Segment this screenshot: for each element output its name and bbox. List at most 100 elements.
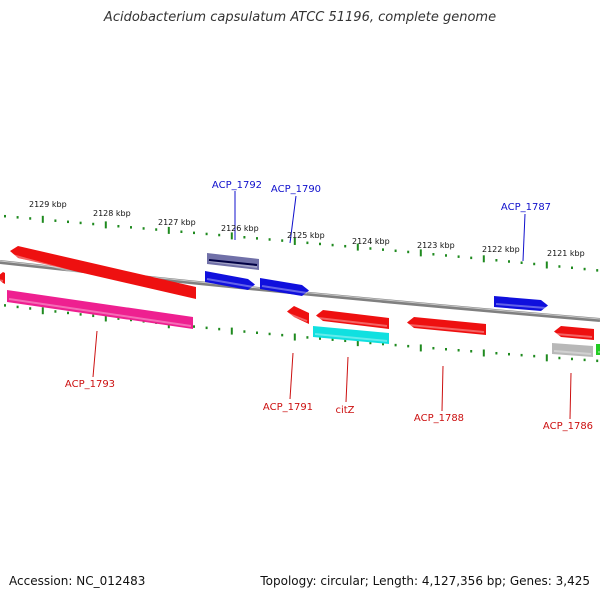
outer-tick — [243, 236, 246, 239]
outer-tick — [445, 254, 447, 257]
gene-feature-citz[interactable] — [313, 326, 389, 344]
gene-label-acp-1793[interactable]: ACP_1793 — [65, 379, 115, 390]
scale-label: 2121 kbp — [547, 249, 585, 258]
outer-tick — [4, 214, 6, 218]
inner-tick — [41, 307, 44, 315]
gene-feature-shade — [206, 278, 254, 288]
outer-tick — [344, 244, 347, 248]
gene-feature-acp-1790[interactable] — [260, 278, 309, 296]
gene-feature-shade — [8, 298, 192, 327]
inner-tick — [432, 346, 435, 350]
gene-features — [0, 246, 600, 357]
inner-tick — [470, 349, 473, 353]
inner-tick — [104, 314, 107, 322]
inner-tick — [495, 351, 498, 355]
inner-tick — [457, 348, 460, 352]
inner-tick — [256, 331, 258, 335]
inner-tick — [218, 327, 221, 331]
gene-feature-acp-1791[interactable] — [287, 306, 309, 324]
outer-tick — [54, 219, 57, 222]
inner-tick — [16, 305, 19, 309]
outer-tick — [104, 221, 107, 229]
genome-title: Acidobacterium capsulatum ATCC 51196, co… — [103, 10, 497, 25]
gene-label-acp-1786[interactable]: ACP_1786 — [543, 421, 593, 432]
outer-tick — [596, 269, 599, 272]
scale-label: 2127 kbp — [158, 218, 196, 227]
scale-label: 2124 kbp — [352, 237, 390, 246]
inner-tick — [230, 327, 233, 335]
inner-tick — [407, 344, 410, 348]
outer-tick — [79, 221, 82, 225]
outer-tick — [369, 247, 372, 250]
outer-tick — [205, 232, 208, 236]
gene-feature-rev-gene-c[interactable] — [554, 326, 594, 340]
gene-label-acp-1790[interactable]: ACP_1790 — [271, 184, 321, 195]
gene-feature-shade — [555, 333, 593, 338]
gene-label-acp-1792[interactable]: ACP_1792 — [212, 180, 262, 191]
gene-feature-acp-1793[interactable] — [7, 290, 193, 329]
outer-tick — [218, 233, 221, 237]
outer-tick — [571, 266, 573, 270]
gene-leader-line — [92, 330, 98, 378]
gene-feature-rev-gene-edge[interactable] — [0, 272, 5, 284]
accession-label: Accession: NC_012483 — [9, 574, 146, 588]
gene-feature-shade — [553, 350, 592, 355]
inner-tick — [79, 313, 82, 316]
outer-tick — [495, 259, 498, 262]
inner-tick — [369, 341, 372, 345]
inner-tick — [508, 352, 510, 356]
gene-feature-shade — [317, 317, 388, 327]
outer-tick — [41, 215, 44, 223]
outer-tick — [230, 232, 233, 240]
inner-tick — [319, 337, 321, 340]
outer-tick — [117, 224, 120, 228]
inner-tick — [205, 326, 208, 330]
gene-feature-shade — [495, 303, 547, 309]
inner-tick — [482, 349, 485, 357]
scale-labels: 2129 kbp 2128 kbp 2127 kbp 2126 kbp 2125 kbp… — [29, 200, 585, 258]
gene-leader-line — [289, 195, 297, 244]
scale-label: 2125 kbp — [287, 231, 325, 240]
gene-feature-acp-1787[interactable] — [494, 296, 548, 311]
outer-tick — [180, 230, 183, 233]
outer-tick — [558, 265, 561, 268]
inner-tick — [558, 356, 561, 360]
outer-tick — [382, 248, 384, 251]
gene-feature-shade — [208, 260, 258, 268]
gene-feature-acp-1786[interactable] — [552, 343, 593, 357]
outer-tick — [407, 250, 410, 254]
outer-tick — [293, 237, 296, 245]
gene-label-acp-1791[interactable]: ACP_1791 — [263, 402, 313, 413]
outer-tick — [281, 239, 284, 242]
outer-tick — [130, 226, 132, 229]
inner-tick — [596, 359, 599, 363]
inner-tick — [520, 353, 523, 357]
gene-feature-rev-gene-large[interactable] — [10, 246, 196, 299]
inner-tick — [54, 310, 57, 313]
gene-label-citz[interactable]: citZ — [335, 405, 354, 416]
inner-tick — [67, 311, 69, 315]
gene-feature-edge-gene-green[interactable] — [596, 344, 600, 355]
inner-tick — [445, 347, 447, 351]
gene-feature-fwd-gene-a[interactable] — [205, 271, 255, 290]
outer-tick — [193, 231, 195, 235]
gene-label-acp-1788[interactable]: ACP_1788 — [414, 413, 464, 424]
gene-feature-acp-1788[interactable] — [407, 317, 486, 335]
outer-tick — [29, 217, 32, 220]
gene-leader-line — [441, 365, 444, 412]
outer-tick — [432, 253, 435, 256]
inner-tick — [356, 339, 359, 347]
inner-tick — [571, 357, 573, 361]
gene-feature-shade — [288, 313, 308, 322]
inner-tick — [293, 333, 296, 341]
genome-summary: Topology: circular; Length: 4,127,356 bp… — [260, 574, 590, 588]
outer-tick — [167, 226, 170, 234]
gene-label-acp-1787[interactable]: ACP_1787 — [501, 202, 551, 213]
outer-tick — [533, 262, 536, 266]
inner-tick — [117, 317, 120, 320]
inner-tick — [394, 343, 397, 347]
outer-tick — [268, 238, 271, 241]
inner-tick — [583, 358, 586, 362]
gene-feature-rev-gene-b[interactable] — [316, 310, 389, 329]
